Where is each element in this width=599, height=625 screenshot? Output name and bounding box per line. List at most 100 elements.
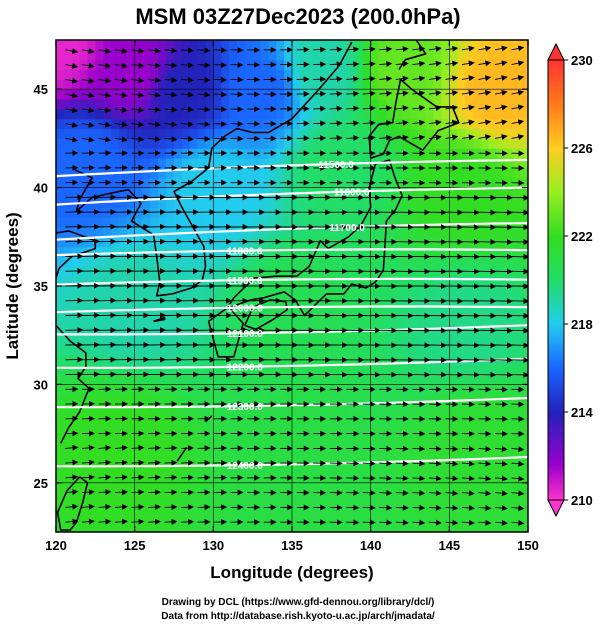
temperature-cell <box>339 364 348 376</box>
temperature-cell <box>292 246 301 258</box>
temperature-cell <box>158 177 167 189</box>
temperature-cell <box>512 512 521 523</box>
temperature-cell <box>410 40 419 51</box>
temperature-cell <box>386 138 395 149</box>
temperature-cell <box>292 286 301 297</box>
wind-arrow <box>329 76 343 83</box>
wind-arrow <box>461 60 475 67</box>
temperature-cell <box>229 108 238 120</box>
temperature-cell <box>268 158 277 169</box>
temperature-cell <box>284 79 293 90</box>
wind-arrow <box>230 106 244 113</box>
temperature-cell <box>386 463 395 474</box>
temperature-cell <box>71 79 81 90</box>
temperature-cell <box>221 492 230 504</box>
temperature-cell <box>87 236 96 248</box>
temperature-cell <box>56 472 65 484</box>
temperature-cell <box>394 522 403 532</box>
temperature-cell <box>276 463 285 474</box>
temperature-cell <box>362 453 372 464</box>
temperature-cell <box>63 108 73 120</box>
temperature-cell <box>268 394 277 405</box>
temperature-cell <box>347 463 356 474</box>
temperature-cell <box>441 246 450 258</box>
temperature-cell <box>465 167 474 179</box>
temperature-cell <box>56 108 65 120</box>
temperature-cell <box>433 226 443 238</box>
temperature-cell <box>417 305 427 317</box>
wind-arrow <box>329 135 343 142</box>
temperature-cell <box>142 492 151 504</box>
temperature-cell <box>488 108 498 120</box>
temperature-cell <box>378 49 387 61</box>
temperature-cell <box>465 158 474 169</box>
temperature-cell <box>433 187 443 199</box>
temperature-cell <box>158 40 167 51</box>
temperature-cell <box>496 423 505 435</box>
temperature-cell <box>362 374 372 385</box>
temperature-cell <box>103 118 112 130</box>
temperature-cell <box>370 394 380 405</box>
temperature-cell <box>323 138 332 149</box>
temperature-cell <box>354 69 364 80</box>
temperature-cell <box>79 226 89 238</box>
temperature-cell <box>56 384 65 395</box>
temperature-cell <box>512 482 521 494</box>
temperature-cell <box>87 89 96 100</box>
temperature-cell <box>181 423 191 435</box>
temperature-cell <box>236 99 246 110</box>
temperature-cell <box>103 463 112 474</box>
temperature-cell <box>504 49 513 61</box>
temperature-cell <box>386 187 395 199</box>
temperature-cell <box>299 345 309 356</box>
temperature-cell <box>71 335 81 346</box>
temperature-cell <box>150 482 159 494</box>
wind-arrow <box>494 460 508 467</box>
temperature-cell <box>103 433 112 445</box>
temperature-cell <box>433 374 443 385</box>
temperature-cell <box>126 404 136 415</box>
temperature-cell <box>87 453 96 464</box>
temperature-cell <box>150 69 159 80</box>
temperature-cell <box>71 345 81 356</box>
temperature-cell <box>142 148 151 159</box>
temperature-cell <box>118 364 128 376</box>
temperature-cell <box>488 69 498 80</box>
temperature-cell <box>331 364 340 376</box>
temperature-cell <box>284 158 293 169</box>
temperature-cell <box>87 276 96 287</box>
temperature-cell <box>292 443 301 454</box>
temperature-cell <box>488 492 498 504</box>
wind-arrow <box>511 460 525 467</box>
temperature-cell <box>378 187 387 199</box>
temperature-cell <box>315 404 325 415</box>
temperature-cell <box>323 217 332 228</box>
wind-arrow <box>114 47 128 54</box>
temperature-cell <box>126 256 136 267</box>
temperature-cell <box>386 49 395 61</box>
temperature-cell <box>449 108 458 120</box>
temperature-cell <box>213 40 222 51</box>
temperature-cell <box>56 177 65 189</box>
wind-arrow <box>511 194 528 201</box>
temperature-cell <box>449 99 458 110</box>
temperature-cell <box>284 512 293 523</box>
temperature-cell <box>63 512 73 523</box>
temperature-cell <box>166 423 175 435</box>
temperature-cell <box>339 167 348 179</box>
temperature-cell <box>150 128 159 139</box>
temperature-cell <box>174 315 183 326</box>
temperature-cell <box>174 108 183 120</box>
temperature-cell <box>472 472 482 484</box>
temperature-cell <box>370 40 380 51</box>
temperature-cell <box>221 335 230 346</box>
temperature-cell <box>63 394 73 405</box>
temperature-cell <box>150 49 159 61</box>
temperature-cell <box>512 305 521 317</box>
temperature-cell <box>56 79 65 90</box>
temperature-cell <box>150 374 159 385</box>
temperature-cell <box>417 374 427 385</box>
temperature-cell <box>480 305 490 317</box>
temperature-cell <box>166 158 175 169</box>
temperature-cell <box>158 305 167 317</box>
